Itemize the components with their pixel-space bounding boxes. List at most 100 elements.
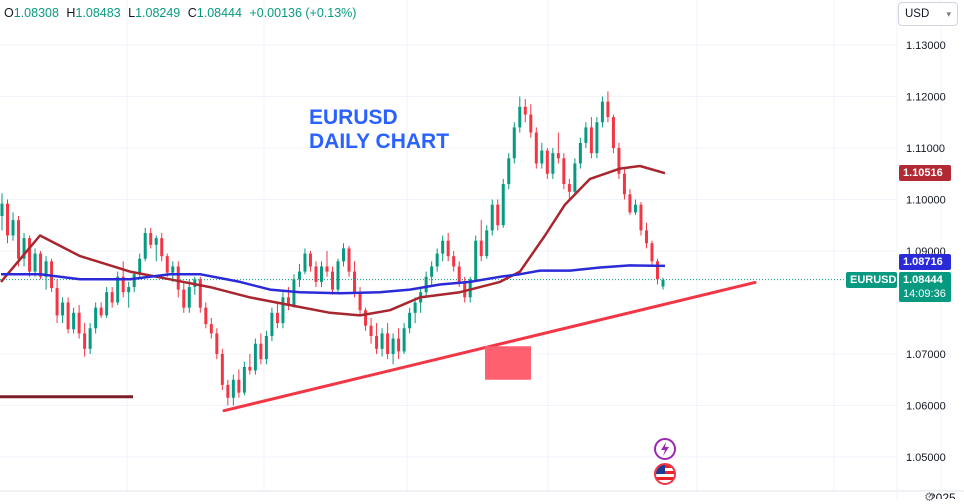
candle-body — [518, 106, 522, 128]
candle-body — [314, 266, 318, 282]
currency-label: USD — [905, 8, 930, 20]
candle-body — [72, 312, 76, 330]
candle-body — [154, 238, 158, 245]
candle-body — [485, 230, 489, 257]
candle-body — [275, 312, 279, 324]
lightning-icon[interactable] — [654, 438, 676, 460]
low-label: L — [128, 6, 136, 20]
candle-body — [661, 279, 665, 287]
candle-body — [171, 266, 175, 273]
candle-body — [358, 292, 362, 311]
candle-body — [402, 328, 406, 352]
candle-body — [342, 248, 346, 262]
candle-body — [94, 307, 98, 329]
candle-body — [424, 276, 428, 293]
candle-body — [633, 204, 637, 213]
candle-body — [143, 232, 147, 259]
us-flag-icon[interactable] — [654, 463, 676, 485]
ma-short-badge: 1.08716 — [899, 254, 951, 270]
candle-body — [507, 158, 511, 185]
candle-body — [501, 184, 505, 226]
high-label: H — [66, 6, 76, 20]
candle-body — [33, 253, 37, 272]
candle-body — [325, 266, 329, 272]
candle-body — [408, 312, 412, 329]
candle-body — [606, 101, 610, 118]
candle-body — [353, 271, 357, 293]
candle-body — [611, 117, 615, 148]
candle-body — [523, 106, 527, 115]
candle-body — [264, 335, 268, 360]
chevron-down-icon: ▾ — [946, 9, 951, 19]
open-label: O — [4, 6, 14, 20]
candle-body — [413, 302, 417, 313]
candle-body — [545, 150, 549, 174]
candle-body — [589, 127, 593, 154]
currency-selector[interactable]: USD ▾ — [898, 2, 958, 26]
candle-body — [215, 333, 219, 354]
candle-body — [319, 266, 323, 282]
candle-body — [540, 150, 544, 164]
candle-body — [77, 312, 81, 334]
candle-body — [17, 220, 21, 259]
candle-body — [617, 148, 621, 174]
ohlc-legend: O1.08308 H1.08483 L1.08249 C1.08444 +0.0… — [4, 6, 356, 20]
candle-body — [0, 203, 4, 216]
candle-body — [639, 204, 643, 231]
candle-body — [242, 366, 246, 393]
candle-body — [650, 243, 654, 262]
demand-zone[interactable] — [485, 346, 531, 380]
candle-body — [209, 324, 213, 334]
candle-body — [99, 307, 103, 316]
candle-body — [441, 240, 445, 254]
candle-body — [534, 132, 538, 164]
candle-body — [430, 266, 434, 277]
candle-body — [479, 240, 483, 257]
ma-short-line[interactable] — [1, 264, 666, 295]
chart-annotation[interactable]: EURUSD DAILY CHART — [309, 106, 449, 154]
candle-body — [187, 287, 191, 308]
candle-body — [391, 338, 395, 354]
candle-body — [105, 292, 109, 316]
candle-body — [281, 297, 285, 324]
candle-body — [165, 256, 169, 273]
ma-long-line[interactable] — [0, 164, 666, 317]
candle-body — [457, 266, 461, 282]
candle-body — [369, 325, 373, 336]
candle-body — [573, 163, 577, 192]
candle-body — [149, 232, 153, 245]
ma-long-badge: 1.10516 — [899, 165, 951, 181]
candle-body — [628, 194, 632, 213]
candle-body — [567, 184, 571, 192]
candle-body — [452, 256, 456, 267]
candle-body — [375, 335, 379, 349]
price-axis-ticks: 1.130001.120001.110001.100001.090001.070… — [906, 40, 946, 464]
candle-body — [286, 297, 290, 306]
settings-icon[interactable]: ⚙ — [924, 490, 935, 504]
price-tick-label: 1.07000 — [906, 349, 946, 361]
candle-body — [270, 312, 274, 336]
candle-body — [380, 333, 384, 349]
time-axis-ticks: 2025 — [929, 491, 956, 499]
candle-body — [253, 343, 257, 371]
candle-body — [600, 101, 604, 123]
low-value: 1.08249 — [135, 6, 181, 20]
candle-body — [138, 258, 142, 275]
open-value: 1.08308 — [13, 6, 59, 20]
chart-grid — [0, 0, 942, 491]
candle-body — [446, 240, 450, 257]
candle-body — [44, 261, 48, 277]
candle-body — [248, 366, 252, 371]
candle-body — [160, 238, 164, 257]
annotation-line-1: EURUSD — [309, 106, 398, 129]
change-value: +0.00136 (+0.13%) — [249, 6, 357, 20]
last-price-value: 1.08444 — [903, 274, 943, 286]
candle-body — [556, 153, 560, 159]
candle-body — [435, 253, 439, 267]
annotation-line-2: DAILY CHART — [309, 130, 450, 153]
candle-body — [66, 302, 70, 330]
candle-body — [121, 276, 125, 293]
high-value: 1.08483 — [75, 6, 121, 20]
candle-body — [132, 274, 136, 288]
